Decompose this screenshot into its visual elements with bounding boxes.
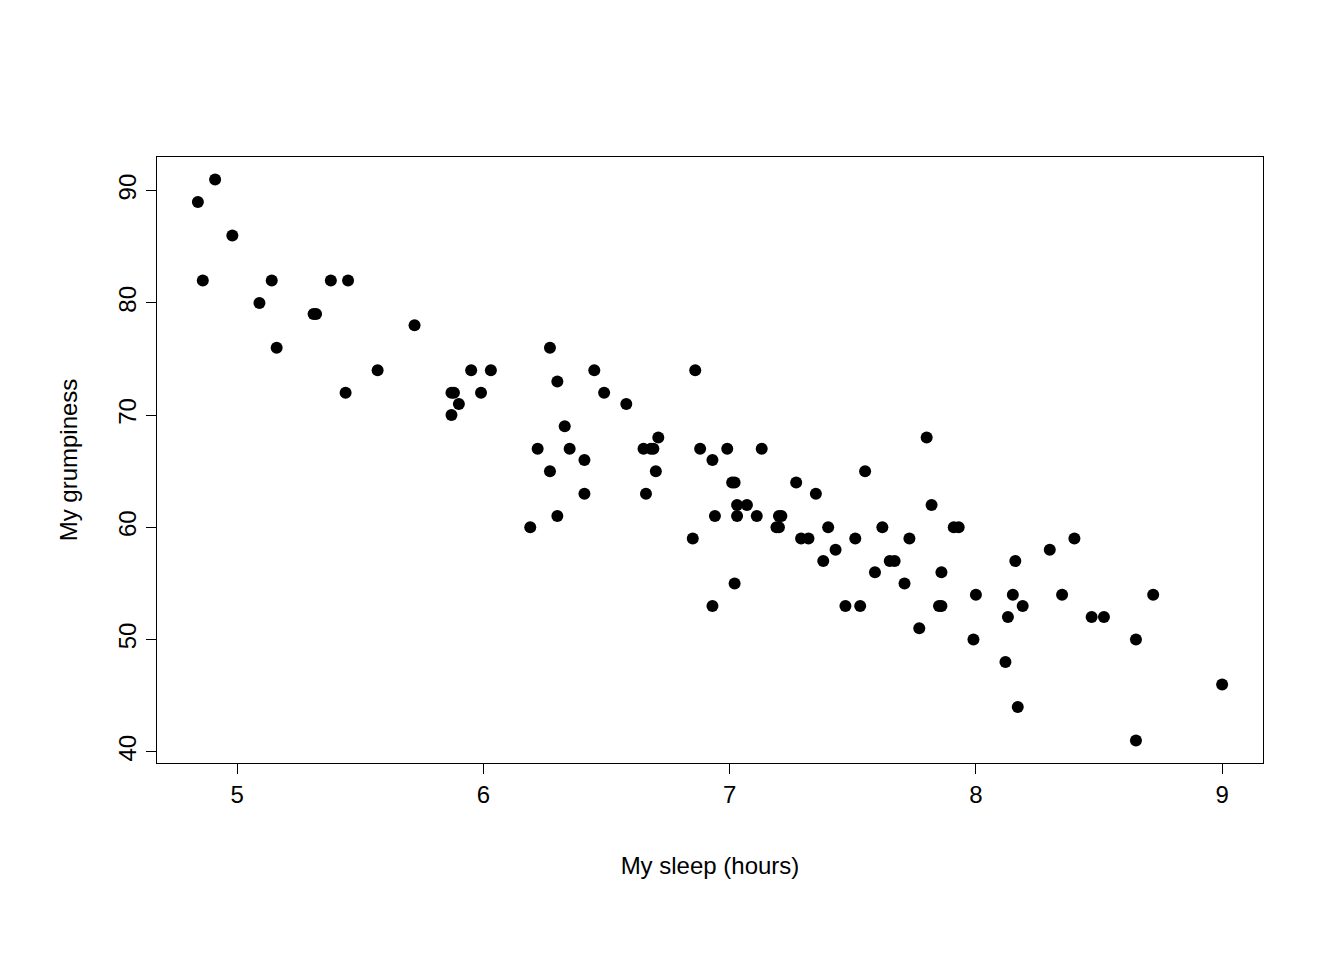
svg-text:90: 90 — [114, 174, 141, 201]
svg-text:50: 50 — [114, 623, 141, 650]
svg-text:7: 7 — [723, 781, 736, 808]
svg-text:8: 8 — [969, 781, 982, 808]
svg-text:80: 80 — [114, 286, 141, 313]
svg-text:6: 6 — [477, 781, 490, 808]
svg-text:60: 60 — [114, 510, 141, 537]
svg-text:70: 70 — [114, 398, 141, 425]
svg-text:My grumpiness: My grumpiness — [55, 379, 82, 542]
svg-text:My sleep (hours): My sleep (hours) — [621, 852, 800, 879]
svg-text:5: 5 — [231, 781, 244, 808]
svg-text:9: 9 — [1215, 781, 1228, 808]
svg-text:40: 40 — [114, 735, 141, 762]
